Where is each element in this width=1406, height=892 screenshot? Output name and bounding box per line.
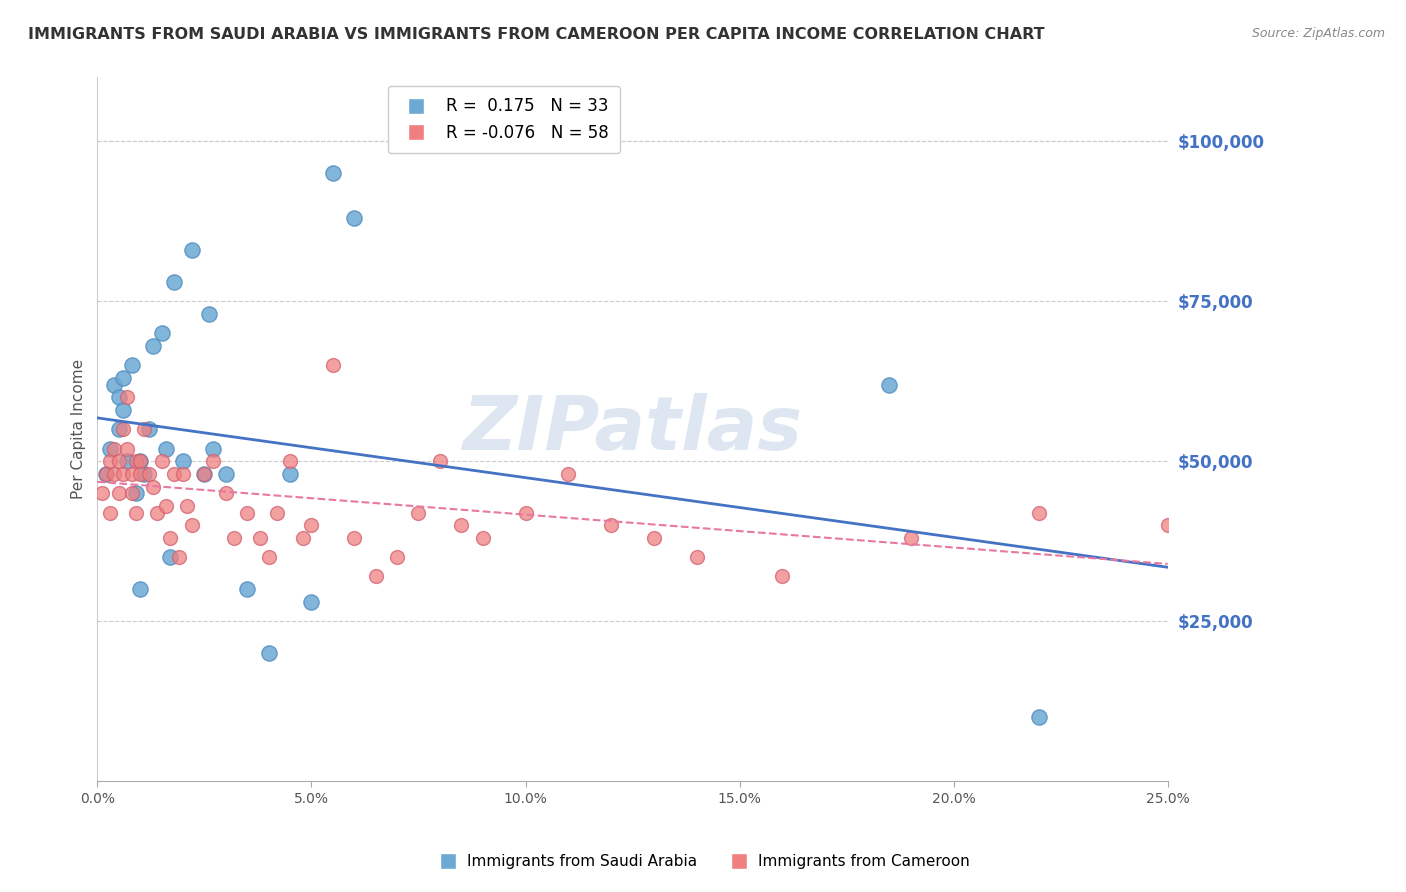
- Point: [471, 531, 494, 545]
- Point: [429, 454, 451, 468]
- Point: [299, 595, 322, 609]
- Point: [1028, 506, 1050, 520]
- Point: [129, 454, 152, 468]
- Point: [112, 422, 135, 436]
- Point: [112, 371, 135, 385]
- Point: [266, 506, 288, 520]
- Point: [291, 531, 314, 545]
- Point: [557, 467, 579, 482]
- Point: [98, 442, 121, 456]
- Point: [107, 422, 129, 436]
- Point: [249, 531, 271, 545]
- Point: [134, 422, 156, 436]
- Point: [322, 166, 344, 180]
- Text: IMMIGRANTS FROM SAUDI ARABIA VS IMMIGRANTS FROM CAMEROON PER CAPITA INCOME CORRE: IMMIGRANTS FROM SAUDI ARABIA VS IMMIGRAN…: [28, 27, 1045, 42]
- Point: [236, 506, 259, 520]
- Point: [134, 467, 156, 482]
- Point: [686, 550, 709, 565]
- Point: [150, 454, 173, 468]
- Point: [129, 454, 152, 468]
- Point: [117, 390, 139, 404]
- Point: [94, 467, 117, 482]
- Point: [1028, 710, 1050, 724]
- Point: [770, 569, 793, 583]
- Point: [1157, 518, 1180, 533]
- Point: [600, 518, 623, 533]
- Point: [107, 486, 129, 500]
- Point: [125, 454, 148, 468]
- Text: ZIPatlas: ZIPatlas: [463, 392, 803, 466]
- Point: [103, 467, 125, 482]
- Point: [121, 359, 143, 373]
- Point: [142, 480, 165, 494]
- Point: [107, 390, 129, 404]
- Point: [159, 550, 181, 565]
- Point: [515, 506, 537, 520]
- Point: [121, 467, 143, 482]
- Point: [343, 531, 366, 545]
- Point: [98, 454, 121, 468]
- Point: [900, 531, 922, 545]
- Legend: Immigrants from Saudi Arabia, Immigrants from Cameroon: Immigrants from Saudi Arabia, Immigrants…: [430, 848, 976, 875]
- Point: [322, 359, 344, 373]
- Point: [201, 454, 224, 468]
- Y-axis label: Per Capita Income: Per Capita Income: [72, 359, 86, 500]
- Point: [236, 582, 259, 597]
- Point: [176, 499, 198, 513]
- Point: [103, 377, 125, 392]
- Point: [103, 442, 125, 456]
- Point: [129, 582, 152, 597]
- Point: [163, 467, 186, 482]
- Point: [193, 467, 215, 482]
- Point: [150, 326, 173, 341]
- Point: [278, 454, 301, 468]
- Point: [643, 531, 665, 545]
- Point: [146, 506, 169, 520]
- Point: [193, 467, 215, 482]
- Point: [155, 499, 177, 513]
- Point: [172, 454, 194, 468]
- Point: [257, 646, 280, 660]
- Point: [343, 211, 366, 226]
- Point: [129, 467, 152, 482]
- Point: [197, 307, 219, 321]
- Point: [215, 467, 238, 482]
- Point: [98, 506, 121, 520]
- Point: [257, 550, 280, 565]
- Point: [167, 550, 190, 565]
- Point: [90, 486, 112, 500]
- Point: [450, 518, 472, 533]
- Point: [224, 531, 246, 545]
- Point: [121, 486, 143, 500]
- Point: [155, 442, 177, 456]
- Point: [879, 377, 901, 392]
- Point: [142, 339, 165, 353]
- Text: Source: ZipAtlas.com: Source: ZipAtlas.com: [1251, 27, 1385, 40]
- Point: [117, 442, 139, 456]
- Point: [138, 467, 160, 482]
- Legend: R =  0.175   N = 33, R = -0.076   N = 58: R = 0.175 N = 33, R = -0.076 N = 58: [388, 86, 620, 153]
- Point: [278, 467, 301, 482]
- Point: [163, 275, 186, 289]
- Point: [180, 518, 202, 533]
- Point: [125, 486, 148, 500]
- Point: [125, 506, 148, 520]
- Point: [172, 467, 194, 482]
- Point: [94, 467, 117, 482]
- Point: [215, 486, 238, 500]
- Point: [180, 243, 202, 257]
- Point: [112, 467, 135, 482]
- Point: [159, 531, 181, 545]
- Point: [299, 518, 322, 533]
- Point: [385, 550, 408, 565]
- Point: [107, 454, 129, 468]
- Point: [117, 454, 139, 468]
- Point: [112, 403, 135, 417]
- Point: [408, 506, 430, 520]
- Point: [364, 569, 387, 583]
- Point: [201, 442, 224, 456]
- Point: [138, 422, 160, 436]
